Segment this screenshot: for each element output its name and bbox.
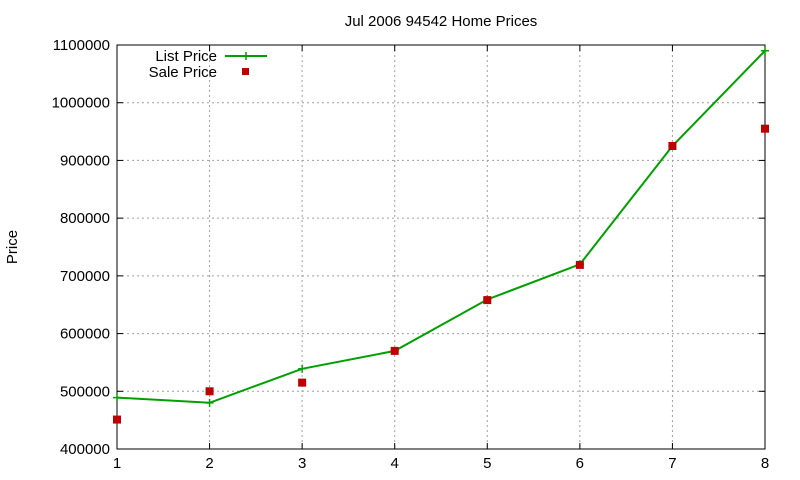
y-tick-label: 900000 xyxy=(60,152,110,169)
y-tick-label: 600000 xyxy=(60,326,110,343)
legend: List Price Sale Price xyxy=(149,48,267,81)
y-tick-label: 800000 xyxy=(60,210,110,227)
data-point-sale-price xyxy=(390,346,399,355)
x-tick-label: 7 xyxy=(668,455,676,472)
data-point-sale-price xyxy=(668,142,677,150)
data-point-list-price xyxy=(205,398,214,407)
x-tick-label: 4 xyxy=(391,455,399,472)
data-point-sale-price xyxy=(483,296,492,305)
chart-title: Jul 2006 94542 Home Prices xyxy=(345,13,538,30)
y-tick-label: 1000000 xyxy=(52,95,110,112)
x-tick-label: 1 xyxy=(113,455,121,472)
data-point-list-price xyxy=(298,364,307,373)
data-point-sale-price xyxy=(298,378,307,387)
data-point-sale-price xyxy=(761,124,769,133)
axis-ticks: 400000 500000 600000 700000 800000 900000 1000… xyxy=(52,37,770,472)
plot-frame xyxy=(116,44,766,450)
x-tick-label: 3 xyxy=(298,455,306,472)
y-tick-label: 400000 xyxy=(60,441,110,458)
data-point-sale-price xyxy=(575,260,584,269)
series-line-list-price xyxy=(116,50,766,404)
y-tick-label: 1100000 xyxy=(53,37,110,54)
legend-marker-sale-price xyxy=(242,68,249,75)
data-point-sale-price xyxy=(113,415,121,424)
x-tick-label: 5 xyxy=(483,455,491,472)
grid xyxy=(117,45,765,449)
x-tick-label: 2 xyxy=(205,455,213,472)
legend-label-sale-price: Sale Price xyxy=(149,64,217,81)
legend-marker-list-price xyxy=(242,52,250,60)
series xyxy=(113,46,769,424)
y-axis-label: Price xyxy=(4,230,21,264)
data-point-list-price xyxy=(761,46,769,55)
x-tick-label: 8 xyxy=(761,455,769,472)
data-point-list-price xyxy=(113,393,121,402)
legend-label-list-price: List Price xyxy=(155,48,217,65)
x-tick-label: 6 xyxy=(576,455,584,472)
data-point-sale-price xyxy=(205,387,214,396)
y-tick-label: 500000 xyxy=(60,383,110,400)
y-tick-label: 700000 xyxy=(60,268,110,285)
